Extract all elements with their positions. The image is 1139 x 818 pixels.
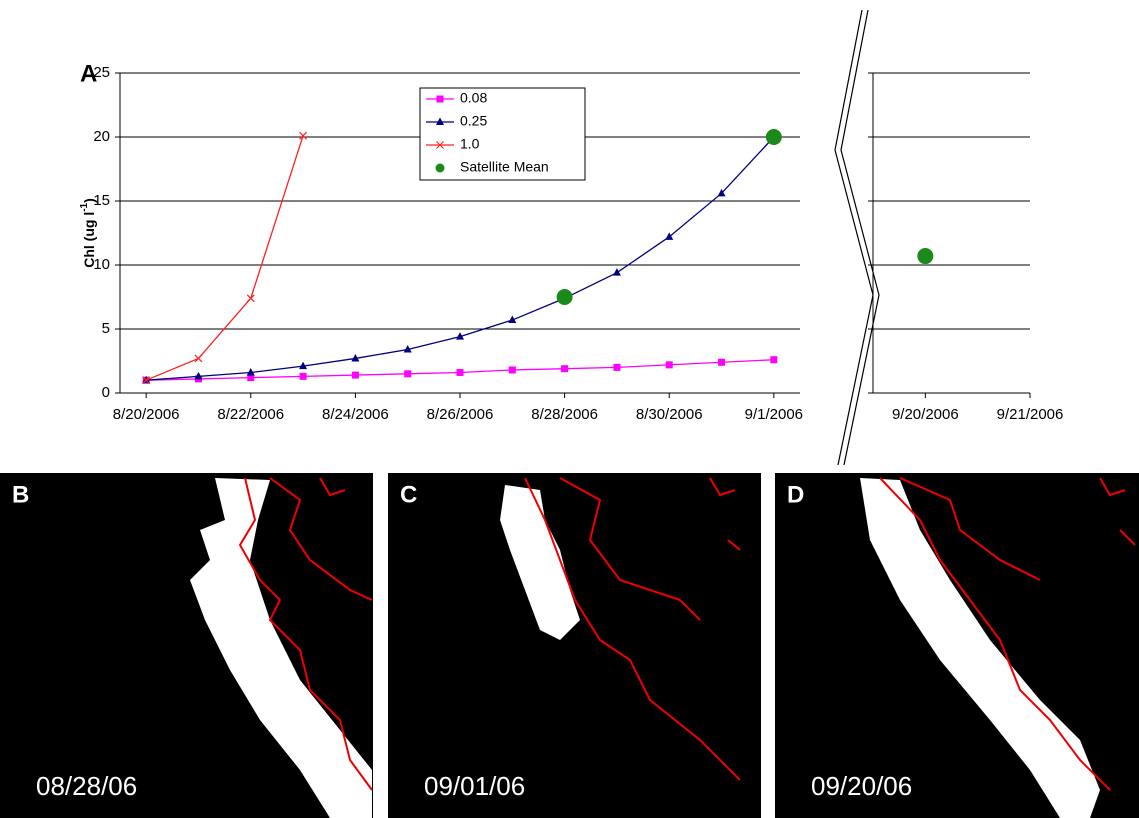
- x-tick-label: 9/21/2006: [997, 406, 1064, 423]
- marker: [457, 369, 464, 376]
- image-panel-d: [775, 473, 1139, 818]
- marker: [509, 366, 516, 373]
- image-date: 08/28/06: [36, 771, 137, 801]
- legend-label: Satellite Mean: [460, 159, 549, 175]
- y-tick-label: 5: [102, 320, 110, 337]
- marker: [613, 364, 620, 371]
- marker: [404, 370, 411, 377]
- x-tick-label: 9/1/2006: [745, 406, 803, 423]
- panel-label: A: [80, 60, 97, 87]
- image-label: C: [400, 481, 417, 508]
- image-date: 09/20/06: [811, 771, 912, 801]
- x-tick-label: 8/20/2006: [113, 406, 180, 423]
- image-panel-c: [388, 473, 761, 818]
- image-panel-b: [0, 473, 373, 818]
- marker: [666, 361, 673, 368]
- legend-marker: [436, 164, 445, 173]
- marker: [300, 373, 307, 380]
- y-tick-label: 20: [93, 128, 110, 145]
- marker: [195, 355, 202, 362]
- legend-label: 0.25: [460, 113, 487, 129]
- marker: [613, 268, 621, 276]
- marker: [352, 372, 359, 379]
- axis-break: [835, 10, 879, 465]
- marker: [770, 356, 777, 363]
- marker: [665, 232, 673, 240]
- x-tick-label: 8/22/2006: [217, 406, 284, 423]
- y-tick-label: 0: [102, 384, 110, 401]
- legend-label: 0.08: [460, 90, 487, 106]
- legend-marker: [437, 96, 444, 103]
- y-axis-label-end: ): [81, 198, 97, 203]
- marker: [300, 132, 307, 139]
- marker: [561, 365, 568, 372]
- legend-label: 1.0: [460, 136, 480, 152]
- marker: [247, 295, 254, 302]
- image-label: D: [787, 481, 804, 508]
- image-label: B: [12, 481, 29, 508]
- marker: [917, 248, 933, 264]
- y-axis-label-main: Chl (ug l: [81, 212, 97, 268]
- x-tick-label: 8/30/2006: [636, 406, 703, 423]
- x-tick-label: 8/24/2006: [322, 406, 389, 423]
- marker: [766, 129, 782, 145]
- x-tick-label: 8/26/2006: [427, 406, 494, 423]
- x-tick-label: 8/28/2006: [531, 406, 598, 423]
- marker: [557, 289, 573, 305]
- series-line: [146, 136, 303, 380]
- marker: [718, 359, 725, 366]
- figure: 05101520258/20/20068/22/20068/24/20068/2…: [0, 0, 1139, 818]
- image-date: 09/01/06: [424, 771, 525, 801]
- x-tick-label: 9/20/2006: [892, 406, 959, 423]
